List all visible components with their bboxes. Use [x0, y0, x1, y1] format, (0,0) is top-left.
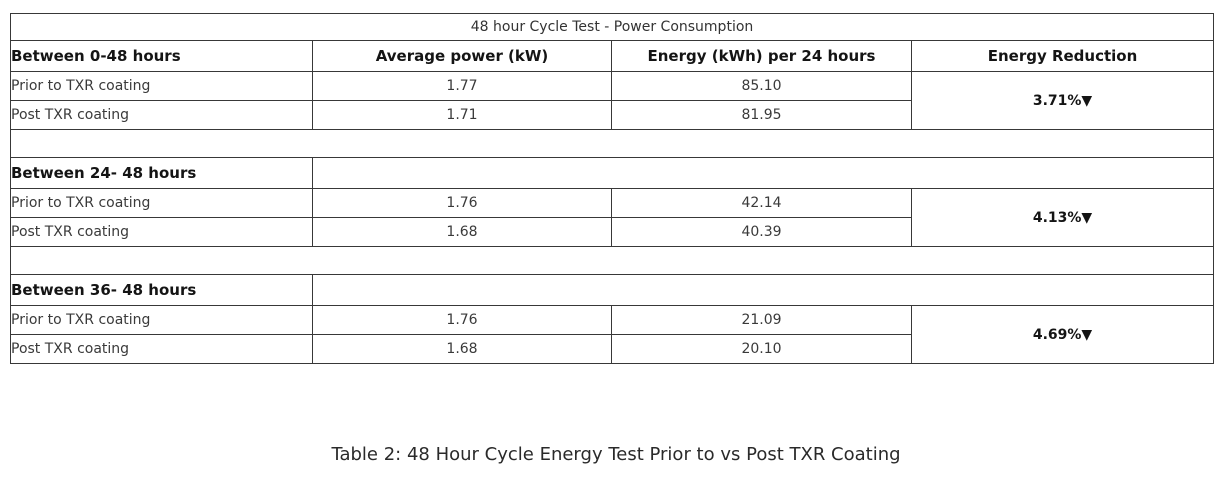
cell-energy-reduction: 3.71%▼	[910, 71, 1215, 130]
row-label: Prior to TXR coating	[10, 305, 313, 335]
cell-energy-reduction: 4.13%▼	[910, 188, 1215, 247]
spacer-row	[9, 129, 1215, 158]
cell-energy: 21.09	[611, 305, 912, 335]
table-row: Prior to TXR coating 1.76 42.14 4.13%▼	[10, 188, 1215, 247]
section-header-label: Between 24- 48 hours	[10, 157, 313, 189]
col-header-energy-per-24h: Energy (kWh) per 24 hours	[611, 40, 912, 72]
section-header-label: Between 36- 48 hours	[10, 274, 313, 306]
col-header-energy-reduction: Energy Reduction	[910, 40, 1215, 72]
spacer-row	[9, 246, 1215, 275]
row-label: Prior to TXR coating	[10, 188, 313, 218]
table-row: Post TXR coating 1.68 40.39	[10, 217, 1214, 247]
table-row: Prior to TXR coating 1.76 21.09 4.69%▼	[10, 305, 1215, 364]
cell-avg-power: 1.68	[312, 334, 612, 364]
col-header-between-0-48-hours: Between 0-48 hours	[10, 40, 313, 72]
cell-avg-power: 1.76	[312, 305, 612, 335]
section-header-row: Between 24- 48 hours	[10, 157, 1215, 189]
row-label: Post TXR coating	[10, 217, 313, 247]
cell-energy: 85.10	[611, 71, 912, 101]
section-header-empty-cell	[311, 157, 1215, 189]
section-header-row: Between 36- 48 hours	[10, 274, 1215, 306]
table-header-row: Between 0-48 hours Average power (kW) En…	[10, 40, 1215, 72]
col-header-average-power: Average power (kW)	[312, 40, 612, 72]
table-row: Post TXR coating 1.68 20.10	[10, 334, 1214, 364]
spacer-row-cell	[9, 129, 1215, 158]
table-title: 48 hour Cycle Test - Power Consumption	[9, 13, 1215, 41]
row-label: Post TXR coating	[10, 100, 313, 130]
cell-energy-reduction: 4.69%▼	[910, 305, 1215, 364]
cell-avg-power: 1.71	[312, 100, 612, 130]
section-header-empty-cell	[311, 274, 1215, 306]
row-label: Prior to TXR coating	[10, 71, 313, 101]
table-title-row: 48 hour Cycle Test - Power Consumption	[9, 13, 1215, 41]
row-label: Post TXR coating	[10, 334, 313, 364]
spacer-row-cell	[9, 246, 1215, 275]
table-caption: Table 2: 48 Hour Cycle Energy Test Prior…	[331, 444, 901, 465]
cell-energy: 20.10	[611, 334, 912, 364]
table-row: Post TXR coating 1.71 81.95	[10, 100, 1214, 130]
cell-avg-power: 1.76	[312, 188, 612, 218]
cell-energy: 40.39	[611, 217, 912, 247]
table-row: Prior to TXR coating 1.77 85.10 3.71%▼	[10, 71, 1215, 130]
power-consumption-table: 48 hour Cycle Test - Power Consumption B…	[9, 13, 1215, 364]
cell-avg-power: 1.68	[312, 217, 612, 247]
cell-energy: 42.14	[611, 188, 912, 218]
cell-energy: 81.95	[611, 100, 912, 130]
cell-avg-power: 1.77	[312, 71, 612, 101]
